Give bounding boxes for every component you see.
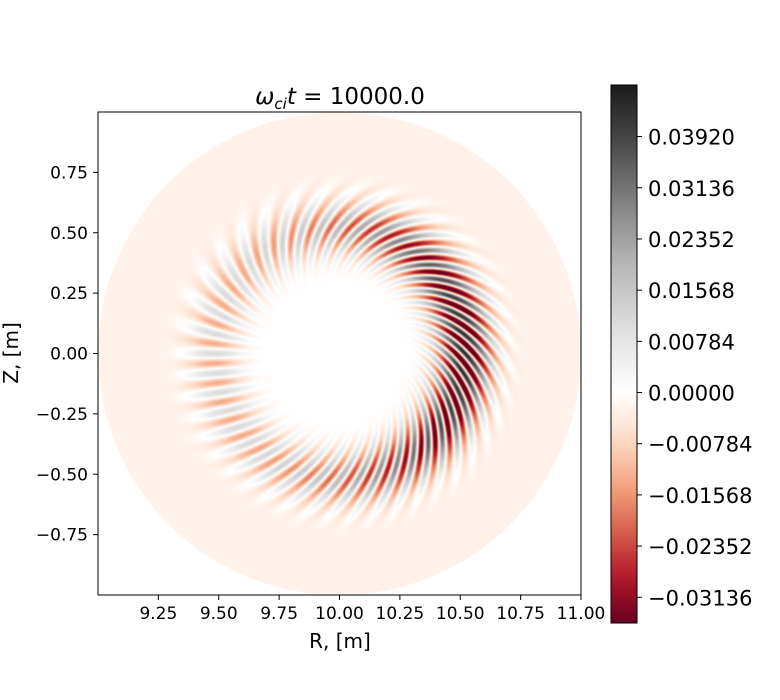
colorbar-tick-label: 0.01568 <box>648 279 735 303</box>
x-axis-label: R, [m] <box>309 629 371 653</box>
y-tick-label: −0.50 <box>36 465 88 485</box>
x-tick-label: 11.00 <box>557 604 606 624</box>
y-axis-ticks: 0.75 0.50 0.25 0.00 −0.25 −0.50 −0.75 <box>36 163 98 546</box>
y-tick-label: −0.75 <box>36 526 88 546</box>
y-tick-label: 0.25 <box>50 284 88 304</box>
colorbar-tick-label: −0.02352 <box>648 535 752 559</box>
colorbar-tick-label: 0.00784 <box>648 330 735 354</box>
y-tick-label: 0.50 <box>50 224 88 244</box>
colorbar-tick-label: −0.00784 <box>648 433 752 457</box>
colorbar-tick-label: −0.03136 <box>648 586 752 610</box>
x-tick-label: 9.75 <box>260 604 298 624</box>
colorbar-tick-label: −0.01568 <box>648 484 752 508</box>
colorbar-tick-label: 0.03136 <box>648 177 735 201</box>
colorbar-tick-label: 0.02352 <box>648 228 735 252</box>
plot-area <box>98 112 581 595</box>
y-tick-label: −0.25 <box>36 405 88 425</box>
x-tick-label: 10.25 <box>376 604 425 624</box>
x-axis-ticks: 9.25 9.50 9.75 10.00 10.25 10.50 10.75 11.00 <box>139 595 605 624</box>
heatmap-image <box>98 112 581 595</box>
colorbar-tick-label: 0.00000 <box>648 382 735 406</box>
colorbar <box>610 84 638 624</box>
y-tick-label: 0.00 <box>50 345 88 365</box>
x-tick-label: 10.50 <box>436 604 485 624</box>
x-tick-label: 9.25 <box>139 604 177 624</box>
colorbar-tick-label: 0.03920 <box>648 126 735 150</box>
x-tick-label: 10.75 <box>496 604 545 624</box>
y-axis-label: Z, [m] <box>0 322 23 384</box>
x-tick-label: 10.00 <box>315 604 364 624</box>
colorbar-ticks: −0.03136 −0.02352 −0.01568 −0.00784 0.00000 0… <box>637 126 752 610</box>
chart-title: ωcit = 10000.0 <box>255 84 425 113</box>
x-tick-label: 9.50 <box>200 604 238 624</box>
y-tick-label: 0.75 <box>50 163 88 183</box>
